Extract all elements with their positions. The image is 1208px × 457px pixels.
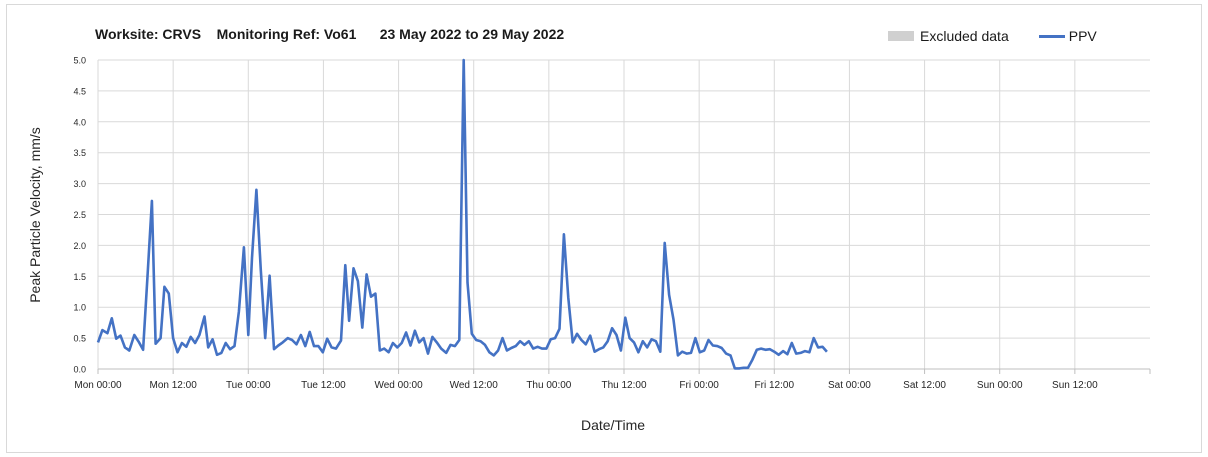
y-tick-label: 2.0	[73, 241, 86, 251]
legend-swatch-ppv	[1038, 34, 1065, 38]
legend-swatch-excluded	[888, 31, 914, 41]
legend: Excluded data PPV	[888, 28, 1097, 44]
y-tick-label: 3.5	[73, 148, 86, 158]
x-tick-label: Sun 00:00	[977, 380, 1023, 391]
series-group	[96, 58, 828, 370]
grid	[97, 59, 1150, 369]
legend-label-excluded: Excluded data	[920, 28, 1009, 44]
x-tick-label: Tue 00:00	[226, 380, 271, 391]
x-tick-label: Thu 12:00	[601, 380, 646, 391]
x-tick-label: Sun 12:00	[1052, 380, 1098, 391]
chart-title: Worksite: CRVS Monitoring Ref: Vo61 23 M…	[95, 26, 565, 42]
y-tick-label: 5.0	[73, 56, 86, 66]
x-tick-label: Fri 12:00	[755, 380, 795, 391]
x-tick-label: Mon 00:00	[74, 380, 122, 391]
x-tick-label: Wed 00:00	[374, 380, 423, 391]
x-tick-label: Fri 00:00	[679, 380, 719, 391]
y-tick-label: 1.5	[73, 272, 86, 282]
y-tick-label: 1.0	[73, 303, 86, 313]
y-axis-label: Peak Particle Velocity, mm/s	[27, 127, 43, 303]
series-line-ppv	[96, 58, 828, 370]
axes	[97, 368, 1151, 374]
x-tick-labels: Mon 00:00 Mon 12:00 Tue 00:00 Tue 12:00 Wed …	[74, 380, 1098, 391]
chart-frame	[6, 4, 1202, 453]
x-tick-label: Sat 00:00	[828, 380, 871, 391]
y-tick-label: 0.0	[73, 365, 86, 375]
x-axis-label: Date/Time	[581, 417, 645, 433]
y-tick-label: 4.5	[73, 86, 86, 96]
y-tick-label: 3.0	[73, 179, 86, 189]
x-tick-label: Tue 12:00	[301, 380, 346, 391]
legend-label-ppv: PPV	[1068, 28, 1097, 44]
y-tick-label: 4.0	[73, 117, 86, 127]
y-tick-label: 2.5	[73, 210, 86, 220]
y-tick-label: 0.5	[73, 334, 86, 344]
x-tick-label: Wed 12:00	[450, 380, 499, 391]
x-tick-label: Mon 12:00	[150, 380, 198, 391]
x-tick-label: Thu 00:00	[526, 380, 571, 391]
y-tick-labels: 0.0 0.5 1.0 1.5 2.0 2.5 3.0 3.5 4.0 4.5 5.0	[73, 56, 86, 375]
x-tick-label: Sat 12:00	[903, 380, 946, 391]
